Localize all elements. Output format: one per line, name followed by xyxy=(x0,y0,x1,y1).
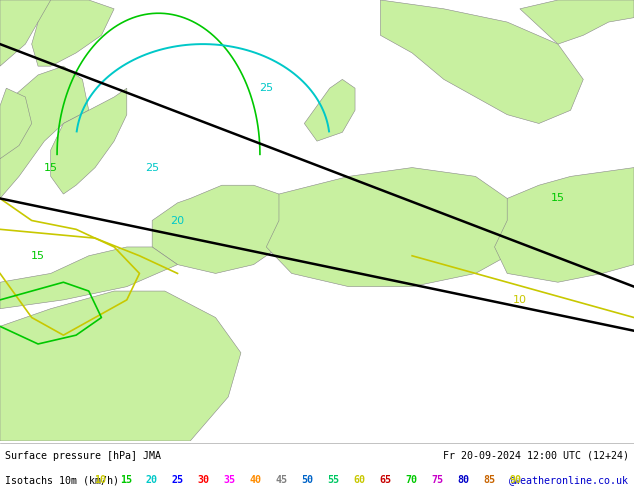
Text: 10: 10 xyxy=(94,475,106,485)
Text: 25: 25 xyxy=(145,163,159,172)
Polygon shape xyxy=(0,291,241,441)
Polygon shape xyxy=(0,66,89,198)
Polygon shape xyxy=(380,0,583,123)
Polygon shape xyxy=(304,79,355,141)
Text: 40: 40 xyxy=(250,475,262,485)
Text: 45: 45 xyxy=(276,475,288,485)
Text: 80: 80 xyxy=(457,475,469,485)
Text: 15: 15 xyxy=(120,475,132,485)
Polygon shape xyxy=(32,0,114,66)
Text: @weatheronline.co.uk: @weatheronline.co.uk xyxy=(509,475,629,485)
Text: Fr 20-09-2024 12:00 UTC (12+24): Fr 20-09-2024 12:00 UTC (12+24) xyxy=(443,451,629,461)
Polygon shape xyxy=(152,185,292,273)
Text: 15: 15 xyxy=(44,163,58,172)
Polygon shape xyxy=(0,0,63,66)
Polygon shape xyxy=(51,88,127,194)
Text: 75: 75 xyxy=(431,475,443,485)
Text: 60: 60 xyxy=(354,475,366,485)
Polygon shape xyxy=(266,168,520,287)
Polygon shape xyxy=(0,88,32,159)
Text: 50: 50 xyxy=(302,475,314,485)
Text: Surface pressure [hPa] JMA: Surface pressure [hPa] JMA xyxy=(5,451,161,461)
Text: Isotachs 10m (km/h): Isotachs 10m (km/h) xyxy=(5,475,119,485)
Text: 85: 85 xyxy=(483,475,495,485)
Text: 15: 15 xyxy=(31,251,45,261)
Polygon shape xyxy=(0,247,178,309)
Text: 20: 20 xyxy=(146,475,158,485)
Text: 15: 15 xyxy=(551,194,565,203)
Text: 30: 30 xyxy=(198,475,210,485)
Polygon shape xyxy=(520,0,634,44)
Text: 65: 65 xyxy=(380,475,391,485)
Text: 25: 25 xyxy=(259,83,273,93)
Text: 35: 35 xyxy=(224,475,236,485)
Text: 70: 70 xyxy=(405,475,417,485)
Text: 25: 25 xyxy=(172,475,184,485)
Text: 10: 10 xyxy=(513,295,527,305)
Text: 20: 20 xyxy=(171,216,184,225)
Text: 55: 55 xyxy=(328,475,340,485)
Text: 90: 90 xyxy=(509,475,521,485)
Polygon shape xyxy=(495,168,634,282)
